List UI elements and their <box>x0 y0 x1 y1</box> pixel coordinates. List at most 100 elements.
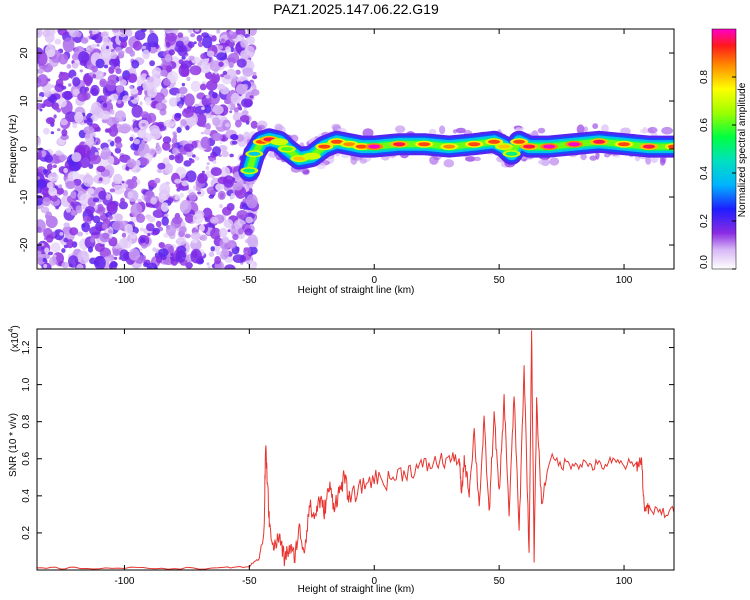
noise-blob <box>157 169 163 174</box>
noise-blob <box>82 174 94 187</box>
noise-blob <box>115 68 122 75</box>
noise-blob <box>124 223 133 235</box>
noise-blob <box>160 202 169 213</box>
noise-blob <box>152 247 158 252</box>
noise-blob <box>63 237 69 243</box>
snr-ticks: -100 -50 0 50 100 0.2 0.4 0.6 0.8 1.0 1.2 <box>21 329 674 587</box>
noise-blob <box>99 78 107 88</box>
noise-blob <box>219 227 228 238</box>
noise-blob <box>63 91 73 101</box>
y-tick-label: 0.8 <box>21 414 32 428</box>
noise-blob <box>161 99 168 104</box>
noise-blob <box>45 211 53 221</box>
noise-blob <box>194 105 207 115</box>
noise-blob <box>245 216 253 224</box>
snr-y-label: SNR (10 * v/v) <box>8 413 19 477</box>
noise-blob <box>110 93 119 102</box>
noise-blob <box>190 232 202 240</box>
noise-blob <box>163 213 169 218</box>
noise-blob <box>108 229 113 234</box>
noise-blob <box>248 260 258 269</box>
snr-multiplier-close: ) <box>10 325 21 328</box>
noise-blob <box>207 265 211 269</box>
noise-blob <box>110 51 118 60</box>
noise-blob <box>115 142 123 149</box>
noise-blob <box>76 263 84 269</box>
noise-blob <box>200 136 210 149</box>
noise-blob <box>192 213 204 225</box>
noise-blob <box>210 227 222 240</box>
signal-peak <box>248 151 261 156</box>
signal-peak <box>273 139 286 144</box>
noise-blob <box>58 72 70 81</box>
noise-blob <box>210 112 216 116</box>
noise-blob <box>113 173 123 185</box>
noise-blob <box>179 199 192 214</box>
colorbar-tick-label: 0.8 <box>699 70 710 84</box>
signal-peak <box>618 142 630 147</box>
noise-blob <box>48 187 58 197</box>
signal-peak <box>488 139 501 144</box>
noise-blob <box>37 102 43 110</box>
y-tick-label: 1.0 <box>21 377 32 391</box>
noise-blob <box>109 234 113 239</box>
noise-blob <box>106 116 117 127</box>
noise-blob <box>155 220 162 228</box>
snr-panel: -100 -50 0 50 100 0.2 0.4 0.6 0.8 1.0 1.2 Height o… <box>8 325 675 595</box>
noise-blob <box>127 191 134 199</box>
noise-blob <box>81 222 91 233</box>
noise-blob <box>46 163 53 171</box>
halo-blob <box>439 125 446 135</box>
noise-blob <box>163 78 171 86</box>
noise-blob <box>136 213 146 223</box>
noise-blob <box>99 232 111 243</box>
halo-blob <box>465 156 476 162</box>
noise-blob <box>227 52 240 64</box>
noise-blob <box>153 266 158 269</box>
noise-blob <box>72 88 80 96</box>
noise-blob <box>235 119 242 128</box>
noise-blob <box>77 231 84 237</box>
noise-blob <box>165 53 172 63</box>
noise-blob <box>92 197 100 203</box>
noise-blob <box>120 40 128 49</box>
signal-band <box>246 136 674 174</box>
noise-blob <box>120 50 125 55</box>
noise-blob <box>239 115 250 123</box>
y-tick-label: -10 <box>19 189 30 204</box>
noise-blob <box>199 224 205 232</box>
noise-blob <box>118 238 129 249</box>
x-tick-label: -100 <box>114 275 134 286</box>
halo-blob <box>549 157 560 166</box>
noise-blob <box>166 65 173 73</box>
noise-blob <box>205 94 210 99</box>
noise-blob <box>219 204 223 209</box>
noise-blob <box>246 194 258 209</box>
noise-blob <box>120 197 125 204</box>
noise-blob <box>139 101 143 106</box>
colorbar-label: Normalized spectral amplitude <box>737 82 748 217</box>
halo-blob <box>452 129 458 134</box>
noise-blob <box>139 237 146 243</box>
noise-blob <box>230 228 240 236</box>
noise-blob <box>168 149 172 153</box>
signal-peak <box>643 144 655 149</box>
noise-blob <box>205 122 211 131</box>
noise-blob <box>128 248 140 261</box>
noise-blob <box>112 248 121 257</box>
noise-blob <box>43 127 50 135</box>
noise-blob <box>223 219 234 229</box>
noise-blob <box>176 126 182 133</box>
noise-blob <box>37 176 41 180</box>
noise-blob <box>252 71 257 76</box>
noise-blob <box>190 80 201 92</box>
noise-blob <box>197 41 204 48</box>
halo-blob <box>455 127 466 134</box>
noise-blob <box>70 201 75 207</box>
noise-blob <box>222 236 230 243</box>
noise-blob <box>227 229 231 233</box>
noise-blob <box>130 142 140 151</box>
noise-blob <box>70 191 77 199</box>
noise-blob <box>37 136 42 146</box>
